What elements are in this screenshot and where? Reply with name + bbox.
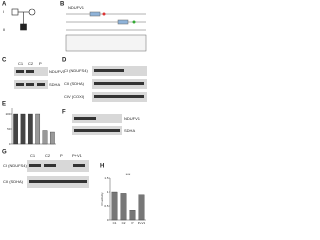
annotation: *** bbox=[126, 172, 131, 177]
gene-diagram bbox=[65, 11, 147, 52]
x-tick-label: C1 bbox=[113, 221, 117, 225]
generation: I bbox=[3, 9, 4, 14]
lane-label: P bbox=[60, 153, 63, 158]
gene-name: NDUFV1 bbox=[68, 5, 85, 10]
y-tick-label: 100 bbox=[5, 112, 10, 116]
band bbox=[44, 164, 56, 167]
row-label: CIV (COXI) bbox=[64, 94, 85, 99]
x-tick-label: P+V1 bbox=[138, 221, 146, 225]
row-label: CII (SDHA) bbox=[64, 81, 85, 86]
bar bbox=[42, 130, 48, 145]
band bbox=[73, 164, 85, 167]
band bbox=[26, 83, 34, 86]
band bbox=[16, 83, 24, 86]
bar bbox=[138, 194, 145, 221]
band bbox=[26, 70, 34, 73]
blot bbox=[72, 114, 122, 123]
row-label: SDHA bbox=[49, 82, 60, 87]
y-tick-label: 1 bbox=[107, 190, 109, 194]
lane-label: C2 bbox=[45, 153, 51, 158]
band bbox=[94, 69, 124, 72]
y-tick-label: 0 bbox=[107, 218, 109, 222]
band bbox=[74, 129, 120, 132]
y-tick-label: 1.5 bbox=[104, 176, 109, 180]
bar bbox=[120, 193, 127, 221]
row-label: SDHA bbox=[124, 128, 135, 133]
bar bbox=[13, 113, 19, 145]
x-tick-label: P bbox=[131, 221, 133, 225]
band bbox=[29, 180, 87, 183]
band bbox=[94, 95, 144, 98]
band bbox=[74, 117, 96, 120]
bar bbox=[111, 191, 118, 221]
page: A I II B NDUFV1 C C1 C2 P NDUFV1 SDHA D … bbox=[0, 0, 150, 231]
panel-letter: C bbox=[2, 58, 7, 64]
band bbox=[29, 164, 41, 167]
lane-label: P+V1 bbox=[72, 153, 83, 158]
y-axis-title: CI activity bbox=[100, 192, 104, 206]
bar bbox=[27, 113, 33, 145]
panel-letter: D bbox=[62, 58, 67, 64]
bar bbox=[129, 210, 136, 221]
panel-letter: F bbox=[62, 110, 66, 116]
figure: A I II B NDUFV1 C C1 C2 P NDUFV1 SDHA D … bbox=[2, 2, 147, 225]
pedigree bbox=[11, 8, 36, 31]
blot bbox=[27, 160, 89, 172]
row-label: CI (NDUFS4) bbox=[3, 163, 27, 168]
band bbox=[37, 83, 45, 86]
generation: II bbox=[3, 27, 5, 32]
lane-label: C2 bbox=[28, 61, 34, 66]
lane-label: C1 bbox=[18, 61, 24, 66]
row-label: CII (SDHA) bbox=[3, 179, 24, 184]
y-tick-label: 50 bbox=[7, 127, 11, 131]
y-tick-label: 0.5 bbox=[104, 204, 109, 208]
lane-label: C1 bbox=[30, 153, 36, 158]
panel-letter: H bbox=[100, 164, 104, 170]
bar bbox=[49, 131, 55, 145]
lane-label: P bbox=[39, 61, 42, 66]
panel-letter: G bbox=[2, 150, 7, 156]
row-label: CI (NDUFS4) bbox=[64, 68, 88, 73]
band bbox=[16, 70, 24, 73]
y-tick-label: 0 bbox=[9, 142, 11, 146]
x-tick-label: C2 bbox=[122, 221, 126, 225]
panel-letter: A bbox=[2, 2, 7, 8]
row-label: NDUFV1 bbox=[124, 116, 141, 121]
band bbox=[94, 82, 144, 85]
bar bbox=[35, 113, 41, 145]
bar bbox=[20, 113, 26, 145]
panel-letter: E bbox=[2, 102, 6, 108]
row-label: NDUFV1 bbox=[49, 69, 66, 74]
panel-letter: B bbox=[60, 2, 65, 8]
